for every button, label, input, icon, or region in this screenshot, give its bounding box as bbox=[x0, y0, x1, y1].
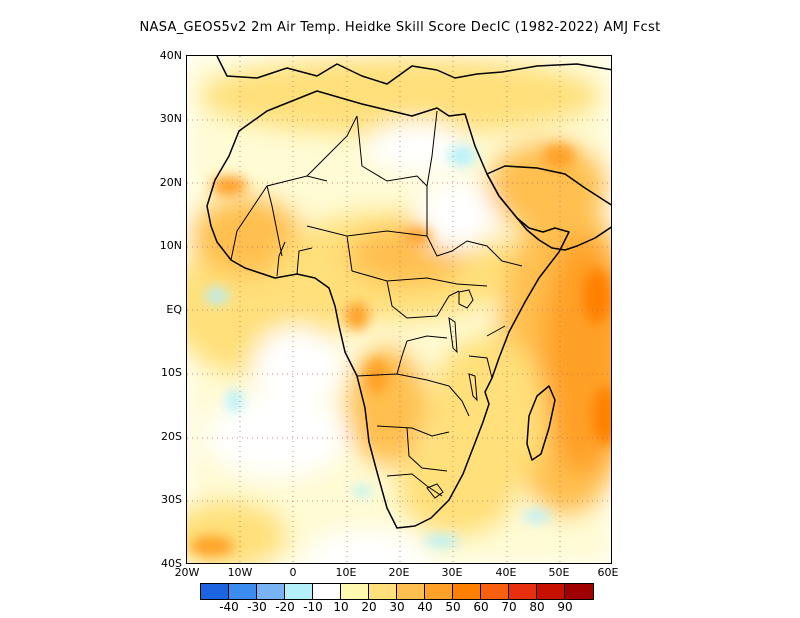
map-canvas bbox=[187, 56, 611, 563]
lat-label-20s: 20S bbox=[161, 430, 182, 443]
lat-label-10n: 10N bbox=[159, 239, 182, 252]
colorbar-swatch bbox=[537, 584, 565, 599]
graticule bbox=[187, 56, 611, 563]
skill-field bbox=[187, 56, 611, 563]
coastlines bbox=[206, 56, 611, 529]
colorbar-tick-label: 20 bbox=[361, 600, 377, 614]
colorbar-swatch bbox=[229, 584, 257, 599]
colorbar-swatch bbox=[565, 584, 593, 599]
lat-label-40s: 40S bbox=[161, 557, 182, 570]
colorbar-tick-label: 30 bbox=[389, 600, 405, 614]
colorbar-swatch bbox=[257, 584, 285, 599]
lat-label-20n: 20N bbox=[159, 176, 182, 189]
map-title: NASA_GEOS5v2 2m Air Temp. Heidke Skill S… bbox=[139, 20, 661, 35]
colorbar-swatch bbox=[313, 584, 341, 599]
colorbar-swatch bbox=[397, 584, 425, 599]
colorbar-tick-label: 70 bbox=[501, 600, 517, 614]
colorbar-tick-label: 50 bbox=[445, 600, 461, 614]
colorbar-swatch bbox=[425, 584, 453, 599]
lon-label-30e: 30E bbox=[441, 566, 463, 579]
colorbar-tick-label: 60 bbox=[473, 600, 489, 614]
lon-label-10e: 10E bbox=[335, 566, 357, 579]
lat-label-40n: 40N bbox=[159, 49, 182, 62]
lon-label-20w: 20W bbox=[174, 566, 200, 579]
lon-label-40e: 40E bbox=[495, 566, 517, 579]
colorbar-swatch bbox=[285, 584, 313, 599]
colorbar-tick-label: -10 bbox=[303, 600, 323, 614]
lon-label-50e: 50E bbox=[548, 566, 570, 579]
lat-label-30n: 30N bbox=[159, 112, 182, 125]
colorbar bbox=[200, 583, 594, 600]
lat-label-eq: EQ bbox=[166, 303, 182, 316]
colorbar-swatch bbox=[453, 584, 481, 599]
lat-label-10s: 10S bbox=[161, 366, 182, 379]
colorbar-tick-label: -30 bbox=[247, 600, 267, 614]
colorbar-swatch bbox=[509, 584, 537, 599]
colorbar-tick-label: 10 bbox=[333, 600, 349, 614]
colorbar-swatch bbox=[341, 584, 369, 599]
lon-label-60e: 60E bbox=[597, 566, 619, 579]
lakes bbox=[426, 289, 478, 499]
colorbar-swatch bbox=[369, 584, 397, 599]
colorbar-swatch bbox=[481, 584, 509, 599]
colorbar-tick-label: 80 bbox=[529, 600, 545, 614]
colorbar-tick-label: 40 bbox=[417, 600, 433, 614]
lat-label-30s: 30S bbox=[161, 493, 182, 506]
colorbar-tick-label: -40 bbox=[219, 600, 239, 614]
colorbar-swatch bbox=[201, 584, 229, 599]
colorbar-tick-label: -20 bbox=[275, 600, 295, 614]
skill-score-map bbox=[186, 55, 612, 564]
country-borders bbox=[230, 110, 523, 497]
colorbar-tick-label: 90 bbox=[557, 600, 573, 614]
lon-label-20e: 20E bbox=[388, 566, 410, 579]
lon-label-0: 0 bbox=[289, 566, 297, 579]
lon-label-10w: 10W bbox=[227, 566, 253, 579]
